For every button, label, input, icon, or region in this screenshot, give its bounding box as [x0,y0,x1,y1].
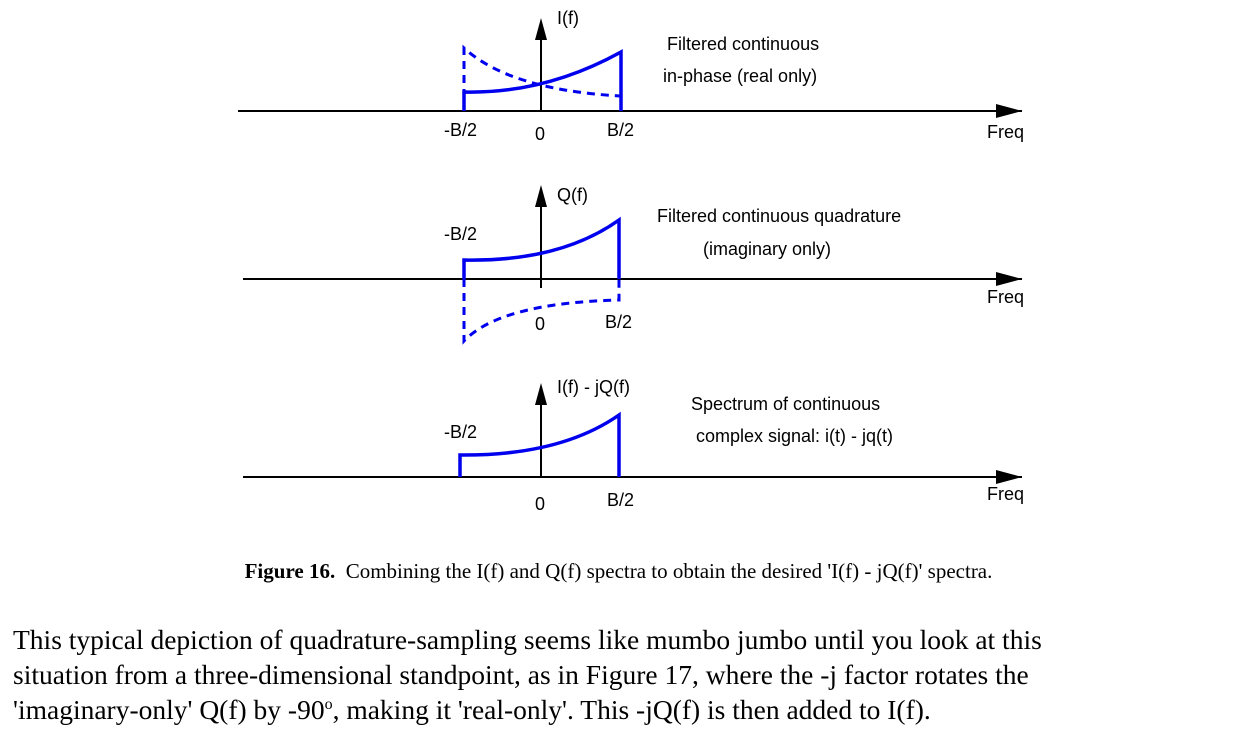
amplitude-axis-arrowhead [535,383,547,405]
figure-caption-label: Figure 16. [244,559,336,583]
description-line-1: Filtered continuous quadrature [657,206,901,226]
figure-caption-text: Combining the I(f) and Q(f) spectra to o… [345,559,993,583]
figure-caption: Figure 16. Combining the I(f) and Q(f) s… [0,559,1237,584]
body-line-3: 'imaginary-only' Q(f) by -90o, making it… [13,692,1228,727]
description-line-1: Spectrum of continuous [691,394,880,414]
amplitude-axis-arrowhead [535,18,547,40]
pos-band-label: B/2 [607,490,634,510]
zero-label: 0 [535,314,545,334]
neg-band-label: -B/2 [444,224,477,244]
description-line-2: complex signal: i(t) - jq(t) [696,426,893,446]
neg-band-label: -B/2 [444,422,477,442]
body-line-1: This typical depiction of quadrature-sam… [13,624,1042,655]
axis-label: Q(f) [557,185,588,205]
body-line-2: situation from a three-dimensional stand… [13,659,1029,690]
i-spectrum-dashed [462,44,622,111]
spectrum-figure: I(f) -B/2 0 B/2 Freq Filtered continuous… [238,8,1024,514]
zero-label: 0 [535,494,545,514]
i-spectrum-solid [462,49,623,111]
body-line-3-end: , making it 'real-only'. This -jQ(f) is … [332,694,931,725]
panel-quadrature: Q(f) -B/2 0 B/2 Freq Filtered continuous… [243,185,1024,345]
complex-spectrum [458,411,621,477]
axis-label: I(f) - jQ(f) [557,377,630,397]
description-line-2: (imaginary only) [703,239,831,259]
degree-superscript: o [324,695,333,713]
pos-band-label: B/2 [605,312,632,332]
body-line-3-start: 'imaginary-only' Q(f) by -90 [13,694,325,725]
description-line-1: Filtered continuous [667,34,819,54]
q-spectrum-dashed [462,279,621,345]
pos-band-label: B/2 [607,120,634,140]
zero-label: 0 [535,124,545,144]
freq-label: Freq [987,287,1024,307]
freq-label: Freq [987,484,1024,504]
freq-axis-arrowhead [996,272,1022,286]
panel-in-phase: I(f) -B/2 0 B/2 Freq Filtered continuous… [238,8,1024,144]
axis-label: I(f) [557,8,579,28]
freq-axis-arrowhead [996,104,1022,118]
neg-band-label: -B/2 [444,120,477,140]
description-line-2: in-phase (real only) [663,66,817,86]
q-spectrum-solid [462,216,621,279]
freq-axis-arrowhead [996,470,1022,484]
panel-complex: I(f) - jQ(f) -B/2 0 B/2 Freq Spectrum of… [243,377,1024,514]
freq-label: Freq [987,122,1024,142]
body-paragraph: This typical depiction of quadrature-sam… [13,622,1228,727]
amplitude-axis-arrowhead [535,185,547,207]
